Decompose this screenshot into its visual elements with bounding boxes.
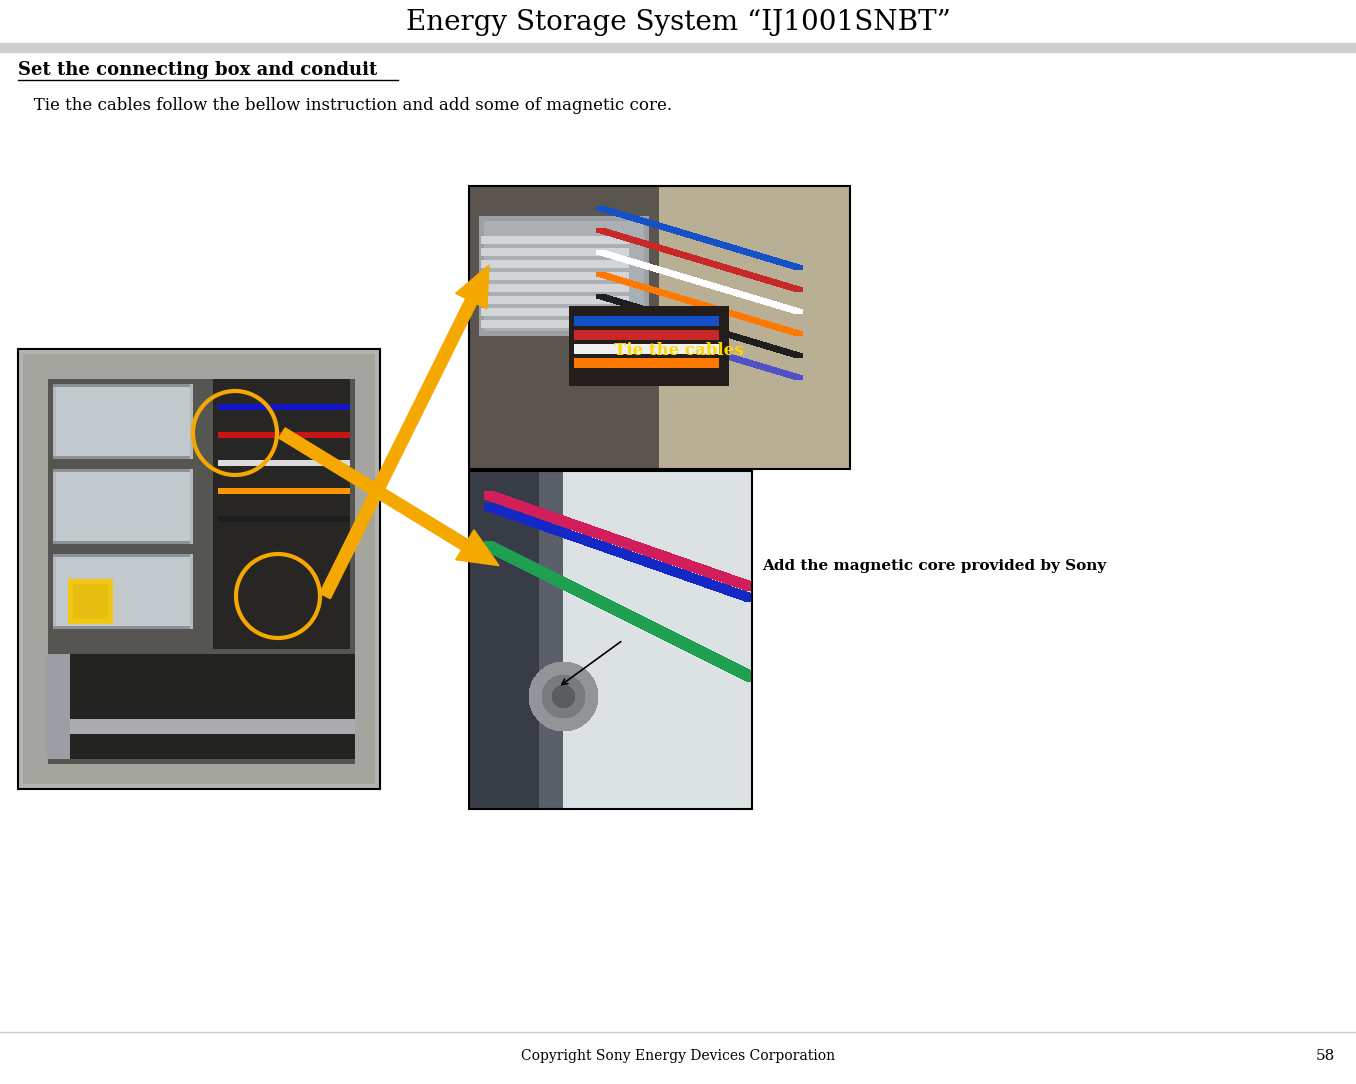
FancyArrow shape xyxy=(320,266,490,598)
Bar xyxy=(18,349,380,789)
Text: Tie the cables: Tie the cables xyxy=(614,341,743,359)
Text: Add the magnetic core provided by Sony: Add the magnetic core provided by Sony xyxy=(762,558,1106,572)
Text: Tie the cables follow the bellow instruction and add some of magnetic core.: Tie the cables follow the bellow instruc… xyxy=(18,96,673,114)
Bar xyxy=(469,472,753,809)
Text: 58: 58 xyxy=(1315,1049,1334,1063)
Text: Energy Storage System “IJ1001SNBT”: Energy Storage System “IJ1001SNBT” xyxy=(405,9,951,36)
FancyArrow shape xyxy=(279,428,499,566)
Text: Copyright Sony Energy Devices Corporation: Copyright Sony Energy Devices Corporatio… xyxy=(521,1049,835,1063)
Text: Set the connecting box and conduit: Set the connecting box and conduit xyxy=(18,61,377,79)
Bar xyxy=(469,186,850,469)
